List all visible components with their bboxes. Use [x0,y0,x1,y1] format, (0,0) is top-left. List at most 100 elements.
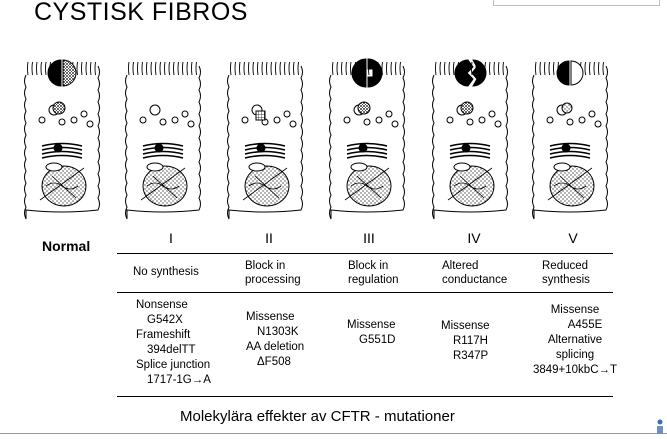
class-v-numeral: V [568,230,578,246]
microvillus [137,61,139,76]
golgi-cisterna [549,142,591,147]
microvillus [535,61,537,76]
nucleus [449,165,495,207]
mutation-example: G542X [147,314,183,326]
class-i-mutations: Nonsense G542X Frameshift 394delTT Splic… [136,298,211,388]
microvillus [336,61,338,76]
microvillus [284,61,286,76]
golgi-cisterna [346,154,388,159]
microvillus [186,61,188,76]
chromatin [344,167,390,201]
protein-vesicle [357,101,371,115]
vesicle [446,116,454,124]
microvillus [544,61,546,76]
microvillus [390,61,392,76]
golgi-vesicle [358,143,368,153]
vesicle [488,110,496,118]
nucleus [346,165,392,207]
microvillus [252,61,254,76]
protein-vesicle [460,101,474,115]
mutation-example: G551D [359,334,396,346]
header-line: Reduced [542,260,589,272]
normal-cell [24,59,100,220]
mutation-example: N1303K [257,326,299,338]
microvillus [593,61,595,76]
golgi-cisterna [449,142,491,147]
nucleus [244,165,290,207]
er-fragment [45,162,63,172]
footer-rule [0,433,667,434]
slide-title: CYSTISK FIBROS [34,0,248,26]
table-mid-rule [117,292,613,293]
microvillus [94,61,96,76]
cftr-channel-half [454,59,474,87]
microvillus [539,61,541,76]
vesicle [187,120,195,128]
class-iii-cell [329,58,405,220]
golgi-cisterna [142,150,184,155]
er-fragment [146,162,164,172]
microvillus [168,61,170,76]
chromatin [242,167,288,201]
microvillus [191,61,193,76]
microvillus [164,61,166,76]
microvillus [182,61,184,76]
microvillus [279,61,281,76]
golgi-vesicle [561,143,571,153]
class-iii-numeral: III [363,230,375,246]
vesicle [58,118,66,126]
microvillus [76,61,78,76]
microvillus [173,61,175,76]
nucleus [549,165,595,207]
microvillus [45,61,47,76]
microvillus [602,61,604,76]
golgi-cisterna [346,150,388,155]
microvillus [444,61,446,76]
vesicle [70,116,78,124]
mutation-type: Missense [550,304,600,316]
microvillus [435,61,437,76]
microvillus [439,61,441,76]
protein-vesicle [52,101,66,115]
microvillus [257,61,259,76]
golgi-cisterna [41,142,83,147]
microvillus [177,61,179,76]
golgi-cisterna [549,154,591,159]
microvillus [141,61,143,76]
class-iv-numeral: IV [467,230,481,246]
chromatin [547,167,593,201]
vesicle [80,110,88,118]
golgi-vesicle [53,143,63,153]
microvillus [297,61,299,76]
microvillus [27,61,29,76]
microvillus [548,61,550,76]
slide-corner-icon [657,419,663,434]
vesicle [375,116,383,124]
mutation-example: R117H [453,335,488,347]
microvillus [332,61,334,76]
microvillus [502,61,504,76]
microvillus [159,61,161,76]
er-fragment [453,162,471,172]
golgi-cisterna [142,154,184,159]
class-v-mutations: Missense A455E Alternative splicing 3849… [530,303,620,378]
table-bottom-rule [117,396,613,397]
chromatin [140,167,186,201]
vesicle [241,116,249,124]
header-line: Block in [348,260,389,272]
golgi-cisterna [244,150,286,155]
mutation-example: 394delTT [147,344,196,356]
protein-vesicle [561,102,573,114]
vesicle [594,120,602,128]
mutation-type: Missense [246,311,295,323]
mutation-example: R347P [453,350,489,362]
microvillus [36,61,38,76]
vesicle [38,116,46,124]
vesicle [363,118,371,126]
class-ii-header: Block in processing [245,260,301,287]
microvillus [40,61,42,76]
chromatin [447,167,493,201]
microvillus [150,61,152,76]
golgi-cisterna [142,142,184,147]
cftr-channel-half [367,58,383,88]
